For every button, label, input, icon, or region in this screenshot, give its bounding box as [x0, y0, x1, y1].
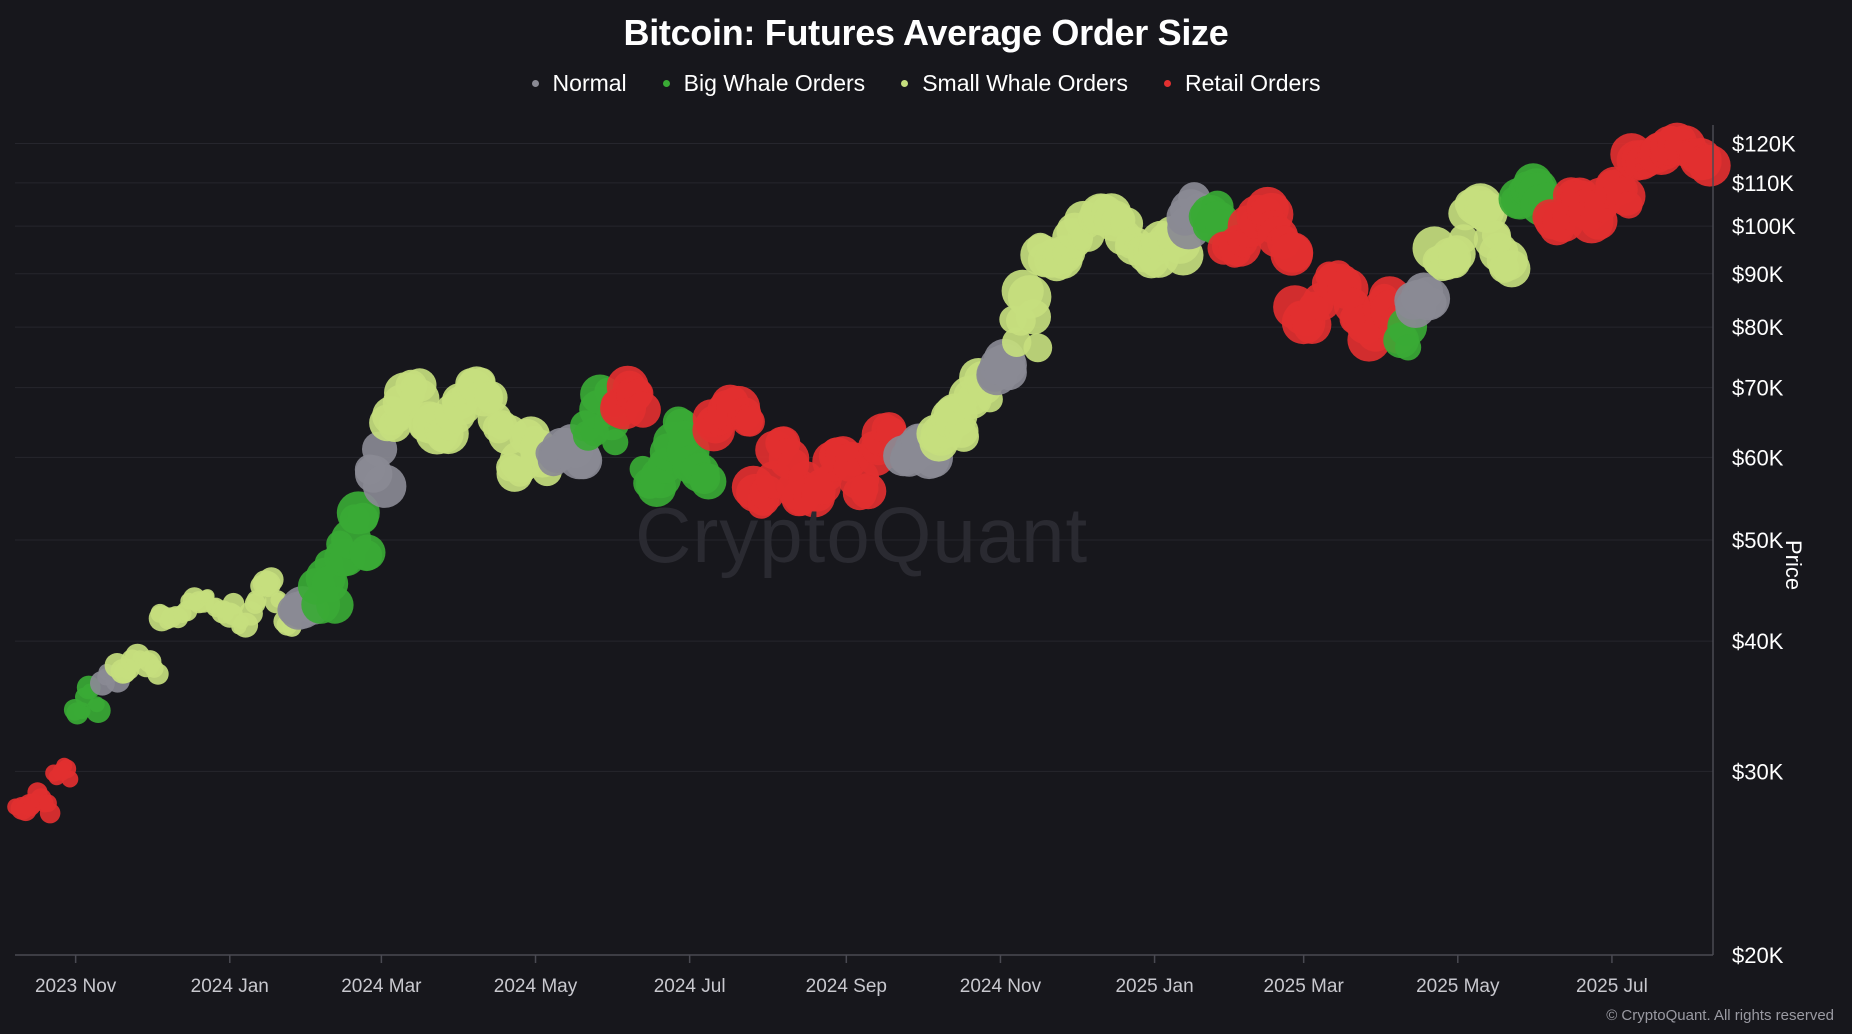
chart-title: Bitcoin: Futures Average Order Size [623, 12, 1229, 53]
y-tick-label: $90K [1732, 262, 1784, 287]
legend-label: Normal [552, 70, 627, 96]
data-point-retail [1272, 232, 1314, 273]
x-tick-label: 2025 May [1416, 976, 1500, 997]
y-tick-label: $120K [1732, 131, 1796, 156]
data-point-retail [39, 802, 61, 824]
data-point-normal [1415, 287, 1447, 319]
legend-dot-normal [531, 80, 539, 87]
data-point-small [1493, 250, 1531, 288]
legend-label: Big Whale Orders [683, 70, 866, 96]
data-point-big [347, 502, 379, 534]
x-tick-label: 2024 Nov [960, 976, 1042, 997]
x-tick-label: 2024 Jan [191, 976, 269, 997]
data-point-retail [850, 473, 887, 510]
data-point-small [1448, 224, 1479, 254]
data-point-small [259, 567, 284, 592]
legend-item-retail[interactable]: Retail Orders [1163, 70, 1321, 97]
data-point-normal [991, 354, 1027, 391]
data-point-small [948, 421, 980, 452]
x-tick-label: 2025 Mar [1264, 976, 1345, 997]
x-tick-label: 2024 May [494, 976, 578, 997]
data-point-retail [1615, 191, 1643, 219]
y-tick-label: $110K [1732, 171, 1794, 196]
y-tick-label: $60K [1732, 445, 1784, 470]
data-point-retail [1688, 144, 1731, 187]
y-axis-ticks: $120K $110K $100K $90K $80K $70K $60K $50K $40K $… [1732, 131, 1796, 968]
y-tick-label: $30K [1732, 759, 1784, 784]
y-axis-label: Price [1781, 540, 1806, 591]
data-point-small [1023, 333, 1053, 363]
data-point-small [1015, 299, 1051, 335]
data-point-small [147, 663, 169, 685]
legend-item-big[interactable]: Big Whale Orders [662, 70, 866, 97]
legend-dot-big [662, 80, 670, 87]
x-tick-label: 2024 Sep [806, 976, 887, 997]
y-tick-label: $40K [1732, 629, 1784, 654]
data-point-big [316, 586, 354, 624]
y-tick-label: $70K [1732, 376, 1784, 401]
y-tick-label: $20K [1732, 943, 1784, 968]
legend-dot-retail [1163, 80, 1171, 87]
legend-label: Small Whale Orders [922, 70, 1128, 96]
legend-label: Retail Orders [1184, 70, 1321, 96]
x-tick-label: 2024 Jul [654, 976, 726, 997]
copyright-notice: © CryptoQuant. All rights reserved [1606, 1007, 1834, 1024]
data-point-big [349, 534, 386, 571]
data-points [7, 122, 1731, 824]
legend-item-small[interactable]: Small Whale Orders [901, 70, 1128, 97]
x-tick-label: 2023 Nov [35, 976, 117, 997]
data-point-small [222, 592, 245, 615]
y-tick-label: $80K [1732, 315, 1784, 340]
data-point-normal [363, 464, 407, 508]
data-point-big [690, 463, 727, 500]
data-point-normal [564, 441, 603, 480]
data-point-big [1395, 334, 1422, 361]
data-point-retail [734, 406, 765, 437]
watermark: CryptoQuant [635, 491, 1089, 579]
y-tick-label: $100K [1732, 214, 1796, 239]
x-tick-label: 2025 Jan [1115, 976, 1193, 997]
legend-dot-small [901, 80, 909, 87]
data-point-big [85, 698, 111, 723]
data-point-big [602, 429, 629, 456]
data-point-retail [625, 391, 661, 428]
x-tick-label: 2024 Mar [341, 976, 422, 997]
x-tick-label: 2025 Jul [1576, 976, 1648, 997]
y-tick-label: $50K [1732, 528, 1784, 553]
data-point-big [73, 702, 91, 720]
legend-item-normal[interactable]: Normal [531, 70, 627, 97]
legend: Normal Big Whale Orders Small Whale Orders… [0, 70, 1852, 97]
data-point-retail [61, 770, 79, 788]
axes [15, 125, 1714, 956]
x-axis-ticks: 2023 Nov 2024 Jan 2024 Mar 2024 May 2024 Jul… [35, 955, 1648, 997]
